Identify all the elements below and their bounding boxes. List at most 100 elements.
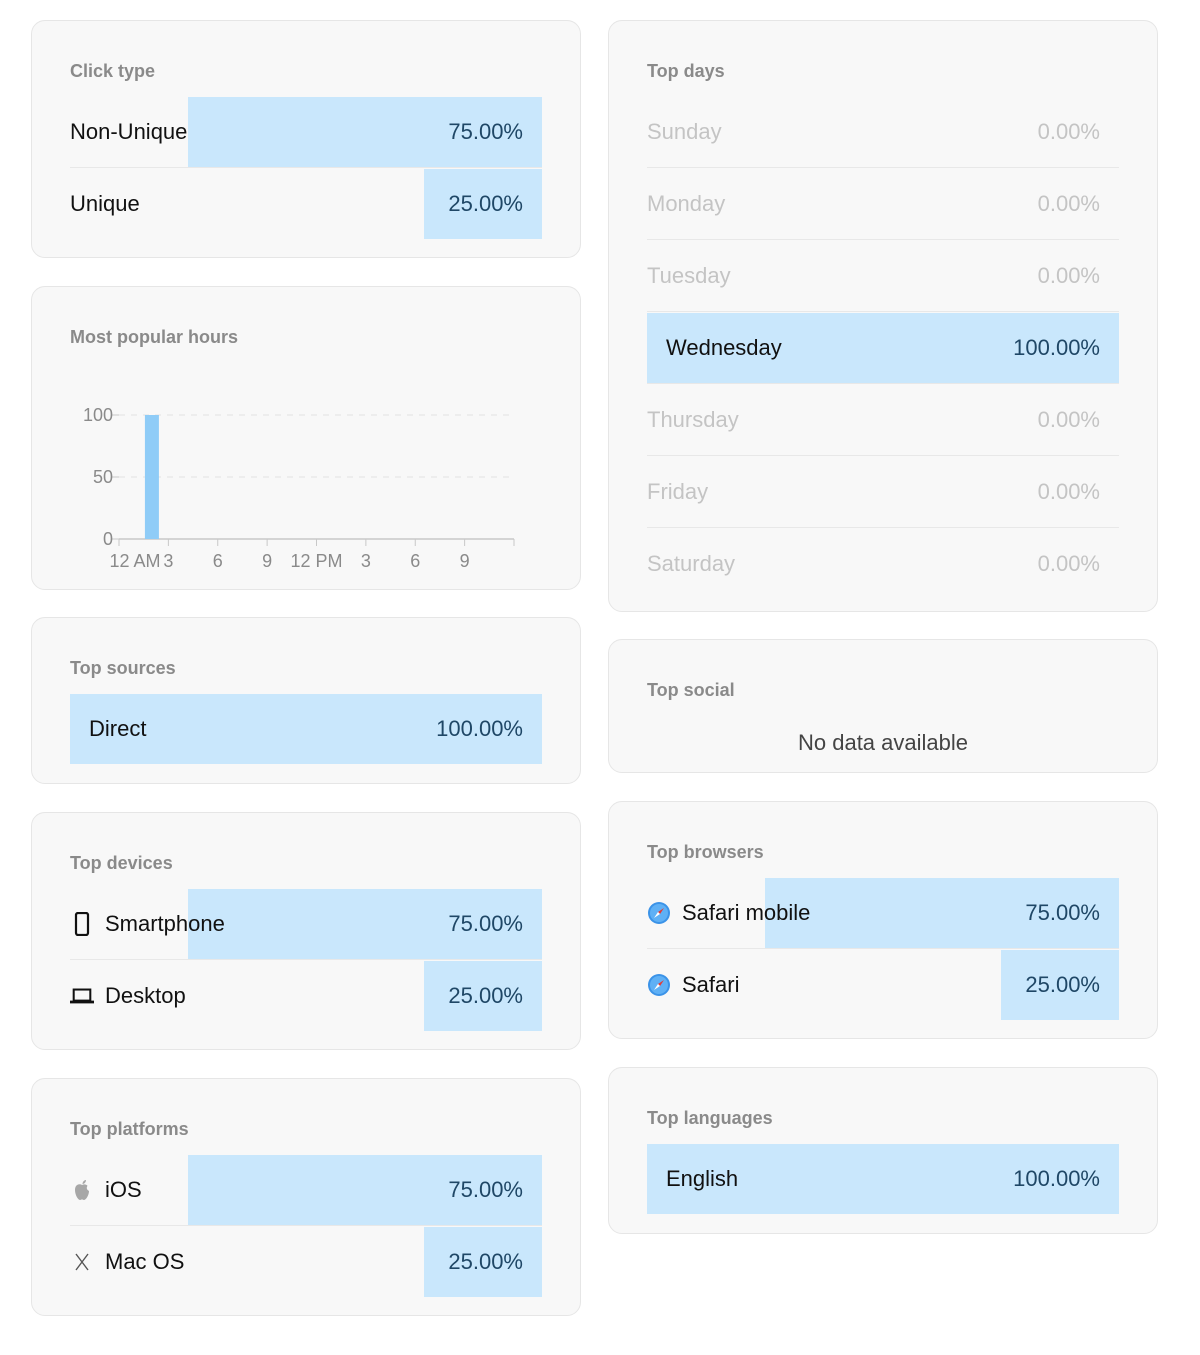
item-percentage: 100.00% [436, 716, 523, 741]
y-tick-label: 100 [83, 405, 113, 425]
popular-hours-card: Most popular hours 0 50 100 12 AM 3 6 9 12 PM 3 6… [31, 286, 581, 590]
top-sources-rows: Direct 100.00% [70, 694, 542, 764]
card-title: Most popular hours [70, 327, 238, 347]
item-label-text: Direct [89, 716, 147, 741]
item-label-text: Wednesday [666, 335, 782, 360]
top-devices-rows: Smartphone 75.00% Desktop 25.00% [70, 889, 542, 1031]
top-devices-card: Top devices Smartphone 75.00% Desktop 25.00… [31, 812, 581, 1050]
percentage-bar [424, 1227, 542, 1297]
top-days-card: Top days Sunday 0.00% Monday 0.00% Tuesday 0.… [608, 20, 1158, 612]
item-percentage: 25.00% [1025, 972, 1100, 997]
card-title: Click type [70, 61, 156, 81]
card-title: Top devices [70, 853, 173, 873]
item-label: Unique [70, 169, 140, 239]
item-label: iOS [70, 1155, 142, 1225]
item-percentage: 0.00% [1037, 119, 1100, 144]
percentage-bar [70, 694, 542, 764]
list-item: Smartphone 75.00% [70, 889, 542, 960]
card-title: Top platforms [70, 1119, 189, 1139]
item-percentage: 0.00% [1037, 479, 1100, 504]
top-languages-card: Top languages English 100.00% [608, 1067, 1158, 1234]
x-tick-label: 12 PM [290, 551, 342, 571]
item-percentage: 0.00% [1037, 551, 1100, 576]
percentage-bar [188, 97, 542, 167]
item-label: Smartphone [70, 889, 225, 959]
list-item: Non-Unique 75.00% [70, 97, 542, 168]
x-tick-label: 6 [213, 551, 223, 571]
item-percentage: 100.00% [1013, 335, 1100, 360]
item-label-text: Unique [70, 191, 140, 216]
top-browsers-rows: Safari mobile 75.00% Safari 25.00% [647, 878, 1119, 1020]
top-platforms-card: Top platforms iOS 75.00% Mac OS 25.00% [31, 1078, 581, 1316]
card-title: Top social [647, 680, 735, 700]
item-percentage: 75.00% [1025, 900, 1100, 925]
item-label: Non-Unique [70, 97, 187, 167]
item-label-text: Monday [647, 191, 726, 216]
list-item: Friday 0.00% [647, 457, 1119, 528]
item-label: Tuesday [647, 241, 731, 311]
percentage-bar [1001, 950, 1119, 1020]
card-title: Top languages [647, 1108, 773, 1128]
list-item: English 100.00% [647, 1144, 1119, 1214]
list-item: Desktop 25.00% [70, 961, 542, 1031]
item-label-text: English [666, 1166, 739, 1191]
item-label-text: Friday [647, 479, 709, 504]
list-item: iOS 75.00% [70, 1155, 542, 1226]
list-item: Unique 25.00% [70, 169, 542, 239]
item-label: Friday [647, 457, 708, 527]
item-label: Thursday [647, 385, 739, 455]
hour-bar [144, 415, 159, 539]
top-days-rows: Sunday 0.00% Monday 0.00% Tuesday 0.00% Wednes… [647, 97, 1119, 599]
card-title: Top sources [70, 658, 176, 678]
list-item: Safari mobile 75.00% [647, 878, 1119, 949]
x-tick-label: 3 [361, 551, 371, 571]
item-percentage: 0.00% [1037, 407, 1100, 432]
list-item: Mac OS 25.00% [70, 1227, 542, 1297]
item-percentage: 25.00% [448, 191, 523, 216]
item-percentage: 25.00% [448, 1249, 523, 1274]
item-percentage: 75.00% [448, 119, 523, 144]
smartphone-icon [70, 912, 94, 936]
list-item: Wednesday 100.00% [647, 313, 1119, 384]
item-label: Direct [89, 694, 146, 764]
item-label-text: Mac OS [105, 1249, 185, 1274]
percentage-bar [647, 313, 1119, 383]
item-label-text: Thursday [647, 407, 739, 432]
percentage-bar [188, 889, 542, 959]
x-tick-label: 9 [460, 551, 470, 571]
item-label: Desktop [70, 961, 186, 1031]
top-sources-card: Top sources Direct 100.00% [31, 617, 581, 784]
item-label-text: Sunday [647, 119, 722, 144]
card-title: Top browsers [647, 842, 764, 862]
item-label: Sunday [647, 97, 722, 167]
safari-compass-icon [647, 901, 671, 925]
top-browsers-card: Top browsers Safari mobile 75.00% Safari 25… [608, 801, 1158, 1039]
item-label-text: Smartphone [105, 911, 225, 936]
list-item: Monday 0.00% [647, 169, 1119, 240]
item-percentage: 75.00% [448, 1177, 523, 1202]
click-type-rows: Non-Unique 75.00% Unique 25.00% [70, 97, 542, 239]
apple-icon [70, 1178, 94, 1202]
item-label: Wednesday [666, 313, 782, 383]
x-tick-label: 12 AM [109, 551, 160, 571]
item-label: Monday [647, 169, 725, 239]
x-tick-label: 9 [262, 551, 272, 571]
percentage-bar [188, 1155, 542, 1225]
y-tick-label: 0 [103, 529, 113, 549]
item-percentage: 0.00% [1037, 191, 1100, 216]
list-item: Safari 25.00% [647, 950, 1119, 1020]
x-tick-label: 3 [163, 551, 173, 571]
item-percentage: 75.00% [448, 911, 523, 936]
item-percentage: 100.00% [1013, 1166, 1100, 1191]
item-label: Safari mobile [647, 878, 810, 948]
item-label-text: Saturday [647, 551, 736, 576]
item-label-text: iOS [105, 1177, 142, 1202]
percentage-bar [424, 961, 542, 1031]
percentage-bar [765, 878, 1119, 948]
x-tick-label: 6 [410, 551, 420, 571]
top-platforms-rows: iOS 75.00% Mac OS 25.00% [70, 1155, 542, 1297]
list-item: Sunday 0.00% [647, 97, 1119, 168]
item-label: Safari [647, 950, 739, 1020]
item-percentage: 0.00% [1037, 263, 1100, 288]
